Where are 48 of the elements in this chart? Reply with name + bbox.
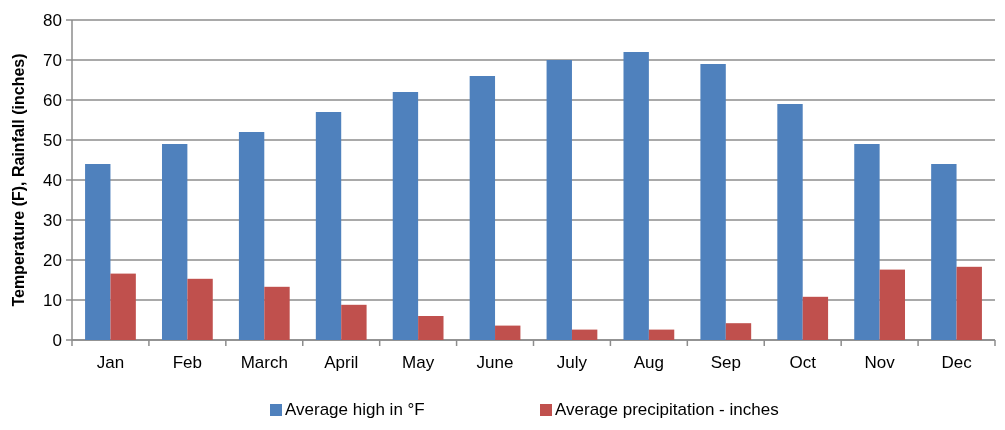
x-tick-label: April (324, 353, 359, 372)
bar (187, 278, 213, 340)
y-tick-label: 70 (43, 50, 62, 70)
bar (418, 316, 444, 340)
x-tick-label: Dec (941, 353, 973, 372)
bar (161, 144, 188, 340)
bar (495, 325, 521, 340)
bar (854, 144, 880, 340)
bar (777, 104, 803, 340)
y-tick-label: 30 (43, 210, 62, 230)
x-tick-label: Jan (96, 353, 125, 372)
bar (623, 52, 649, 340)
x-tick-label: March (240, 353, 288, 372)
y-tick-label: 40 (43, 170, 62, 190)
y-axis-title: Temperature (F), Rainfall (inches) (10, 53, 27, 307)
y-tick-label: 10 (43, 290, 62, 310)
x-tick-label: June (476, 353, 514, 372)
bar (546, 60, 572, 340)
bar (469, 76, 496, 340)
bar (341, 304, 367, 340)
bar (956, 266, 982, 340)
bar (648, 329, 675, 340)
y-tick-label: 80 (43, 10, 62, 30)
bar (802, 296, 829, 340)
bar (264, 286, 290, 340)
legend-label: Average precipitation - inches (555, 400, 779, 419)
y-tick-label: 60 (43, 90, 62, 110)
y-tick-label: 50 (43, 130, 62, 150)
x-tick-label: May (402, 353, 435, 372)
y-tick-label: 0 (52, 330, 62, 350)
bar (85, 164, 111, 340)
x-tick-label: Aug (633, 353, 664, 372)
bar (700, 64, 726, 340)
bar (725, 323, 752, 340)
bar (931, 164, 957, 340)
x-tick-label: July (556, 353, 588, 372)
x-tick-label: Nov (864, 353, 896, 372)
legend-label: Average high in °F (285, 400, 425, 419)
bar (879, 269, 906, 340)
bar (110, 273, 136, 340)
bar (392, 92, 419, 340)
x-tick-label: Oct (789, 353, 817, 372)
x-tick-label: Sep (710, 353, 741, 372)
bar (238, 132, 265, 340)
y-tick-label: 20 (43, 250, 62, 270)
x-tick-label: Feb (172, 353, 203, 372)
bar (315, 112, 342, 340)
bar (571, 329, 598, 340)
